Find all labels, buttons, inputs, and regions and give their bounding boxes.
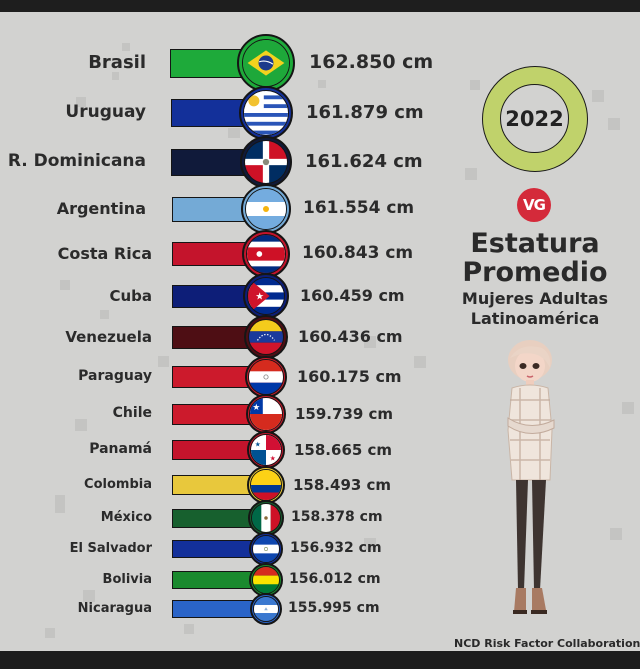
decor-square xyxy=(592,90,604,102)
woman-illustration xyxy=(507,340,555,614)
country-label: Argentina xyxy=(56,199,146,219)
dominican-republic-flag-badge xyxy=(240,136,292,188)
country-label: Colombia xyxy=(84,476,152,492)
decor-square xyxy=(610,528,622,540)
decor-square xyxy=(158,356,169,367)
argentina-flag-badge xyxy=(241,184,291,234)
value-label: 161.879 cm xyxy=(306,101,424,123)
subtitle-line-2: Latinoamérica xyxy=(470,309,600,328)
bolivia-flag-badge xyxy=(249,563,283,597)
value-label: 161.554 cm xyxy=(303,198,415,219)
bottom-frame-bar xyxy=(0,651,640,669)
vg-logo-icon: VG xyxy=(517,188,551,222)
decor-square xyxy=(228,128,240,138)
costa-rica-flag-icon xyxy=(246,234,286,274)
decor-square xyxy=(122,43,130,51)
nicaragua-flag-icon xyxy=(253,596,279,622)
country-label: R. Dominicana xyxy=(7,151,146,172)
decor-square xyxy=(76,97,86,107)
decor-square xyxy=(112,72,119,80)
country-label: Costa Rica xyxy=(57,244,152,264)
subtitle-line-1: Mujeres Adultas xyxy=(461,289,609,308)
value-label: 156.012 cm xyxy=(289,571,381,588)
nicaragua-flag-badge xyxy=(250,593,282,625)
paraguay-flag-icon xyxy=(248,359,284,395)
colombia-flag-badge xyxy=(247,466,285,504)
decor-square xyxy=(622,402,634,414)
decor-square xyxy=(60,280,70,290)
el-salvador-flag-badge xyxy=(249,532,283,566)
decor-square xyxy=(184,624,194,634)
value-label: 160.843 cm xyxy=(302,243,414,264)
uruguay-flag-icon xyxy=(243,90,289,136)
country-label: Paraguay xyxy=(78,368,152,385)
value-label: 160.175 cm xyxy=(297,367,402,387)
value-label: 158.493 cm xyxy=(293,475,392,494)
decor-square xyxy=(364,538,376,550)
mexico-flag-badge xyxy=(248,500,284,536)
paraguay-flag-badge xyxy=(245,356,287,398)
country-label: Cuba xyxy=(109,286,152,305)
venezuela-flag-icon xyxy=(248,319,284,355)
source-credit: NCD Risk Factor Collaboration. xyxy=(454,637,640,650)
el-salvador-flag-icon xyxy=(252,535,280,563)
svg-text:★: ★ xyxy=(255,440,261,448)
country-label: Venezuela xyxy=(65,327,152,346)
decor-square xyxy=(45,628,55,638)
svg-text:★: ★ xyxy=(270,455,276,463)
top-frame-bar xyxy=(0,0,640,12)
country-label: México xyxy=(100,509,152,525)
decor-square xyxy=(608,118,620,130)
country-label: Panamá xyxy=(89,441,152,458)
decor-square xyxy=(75,419,87,431)
colombia-flag-icon xyxy=(250,469,282,501)
value-label: 161.624 cm xyxy=(305,150,423,172)
brazil-flag-badge xyxy=(237,34,295,92)
decor-square xyxy=(55,495,65,513)
dominican-republic-flag-icon xyxy=(244,140,288,184)
svg-text:★: ★ xyxy=(255,292,264,303)
decor-square xyxy=(470,80,480,90)
value-label: 155.995 cm xyxy=(288,600,380,617)
country-label: Bolivia xyxy=(102,571,152,587)
country-label: Brasil xyxy=(88,51,146,73)
year-ring: 2022 xyxy=(482,66,588,172)
value-label: 156.932 cm xyxy=(290,540,382,557)
mexico-flag-icon xyxy=(251,503,281,533)
decor-square xyxy=(364,336,376,348)
decor-square xyxy=(83,590,95,602)
cuba-flag-badge: ★ xyxy=(243,273,289,319)
title-line-1: Estatura xyxy=(470,228,600,259)
title-line-2: Promedio xyxy=(462,257,608,288)
chile-flag-badge: ★ xyxy=(246,394,286,434)
value-label: 158.665 cm xyxy=(294,440,393,459)
chile-flag-icon: ★ xyxy=(249,397,283,431)
value-label: 160.459 cm xyxy=(300,286,405,306)
argentina-flag-icon xyxy=(245,188,287,230)
panama-flag-icon: ★ ★ xyxy=(250,434,282,466)
value-label: 159.739 cm xyxy=(295,404,394,423)
value-label: 160.436 cm xyxy=(298,327,403,347)
country-label: Nicaragua xyxy=(77,600,152,616)
decor-square xyxy=(100,310,109,319)
decor-square xyxy=(318,80,326,88)
year-label: 2022 xyxy=(500,84,569,153)
uruguay-flag-badge xyxy=(239,86,293,140)
decor-square xyxy=(414,356,426,368)
costa-rica-flag-badge xyxy=(242,230,290,278)
cuba-flag-icon: ★ xyxy=(247,277,285,315)
country-label: El Salvador xyxy=(69,540,152,556)
country-label: Chile xyxy=(112,405,152,422)
panama-flag-badge: ★ ★ xyxy=(247,431,285,469)
svg-text:★: ★ xyxy=(252,403,260,413)
venezuela-flag-badge xyxy=(244,315,288,359)
decor-square xyxy=(465,168,477,180)
country-label: Uruguay xyxy=(65,102,146,123)
value-label: 158.378 cm xyxy=(291,509,383,526)
brazil-flag-icon xyxy=(242,39,290,87)
value-label: 162.850 cm xyxy=(309,51,434,74)
bolivia-flag-icon xyxy=(252,566,280,594)
